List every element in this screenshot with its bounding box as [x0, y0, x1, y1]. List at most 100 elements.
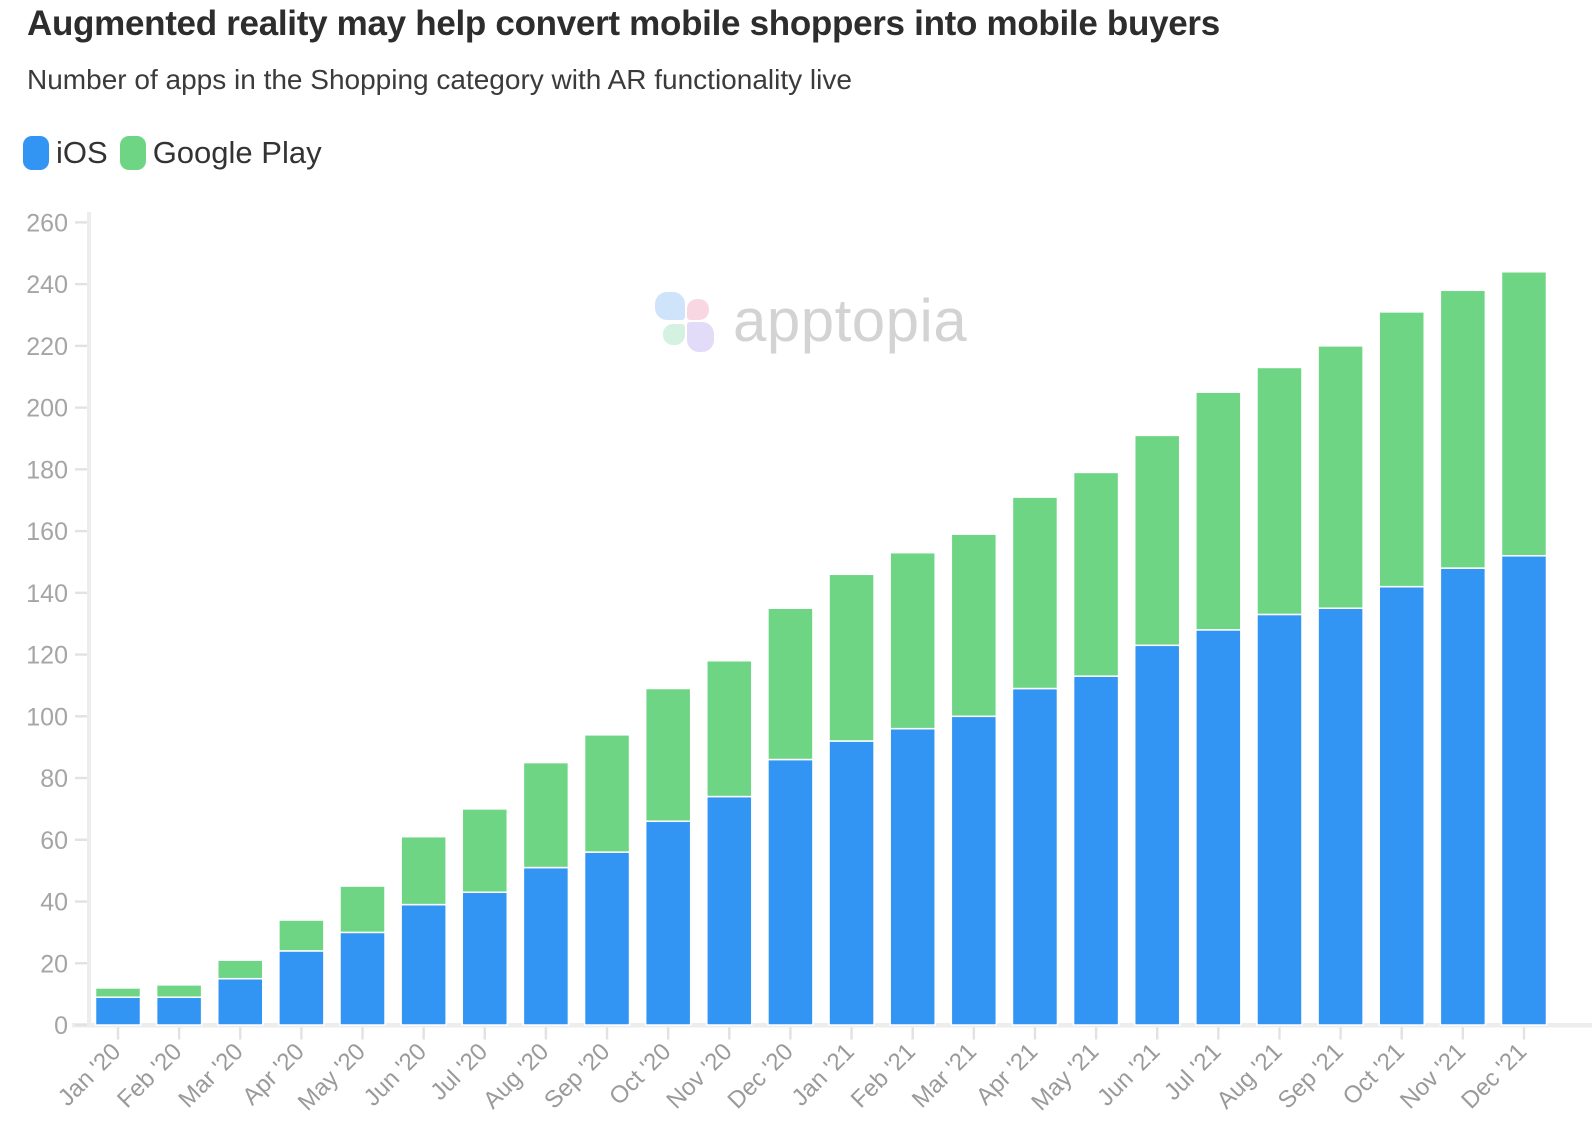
chart-title: Augmented reality may help convert mobil…: [27, 4, 1220, 43]
legend-swatch-google-play-icon: [119, 136, 146, 170]
bar-segment-google-play: [278, 919, 325, 952]
y-tick: [75, 715, 87, 718]
bar-segment-google-play: [400, 835, 447, 906]
bar-segment-google-play: [644, 687, 692, 823]
bar-segment-google-play: [583, 734, 631, 853]
x-tick: [850, 1027, 853, 1040]
x-tick: [361, 1027, 364, 1040]
legend-label-google-play: Google Play: [152, 135, 322, 170]
x-tick-label: Mar '20: [173, 1038, 248, 1113]
x-tick: [1400, 1027, 1403, 1040]
x-tick-label: Jan '21: [787, 1038, 860, 1111]
x-tick: [1217, 1027, 1220, 1040]
x-tick: [422, 1027, 425, 1040]
x-tick-label: Mar '21: [907, 1038, 982, 1113]
watermark: apptopia: [655, 288, 967, 354]
x-tick: [789, 1027, 792, 1040]
y-tick-label: 40: [40, 889, 68, 917]
bar-segment-google-play: [706, 659, 753, 798]
legend-item-ios[interactable]: iOS: [23, 136, 108, 170]
bar-segment-ios: [278, 950, 325, 1026]
x-tick: [177, 1027, 181, 1040]
x-tick-label: Dec '20: [723, 1038, 799, 1114]
bar-segment-ios: [767, 758, 814, 1026]
apptopia-logo-icon: [655, 288, 717, 354]
y-tick-label: 80: [40, 765, 68, 793]
y-tick-label: 240: [26, 271, 68, 299]
bar-segment-google-play: [767, 607, 814, 761]
logo-petal-bottom-right: [687, 322, 714, 352]
logo-petal-top-right: [687, 299, 709, 320]
y-tick-label: 100: [26, 703, 68, 731]
bar-segment-ios: [339, 931, 386, 1026]
y-tick-label: 20: [40, 950, 68, 978]
y-tick: [75, 221, 87, 224]
chart-subtitle: Number of apps in the Shopping category …: [27, 64, 852, 95]
x-tick-label: Jun '20: [359, 1038, 432, 1111]
x-tick: [1094, 1027, 1098, 1040]
y-tick-label: 60: [40, 827, 68, 855]
x-tick-label: Feb '20: [112, 1038, 187, 1113]
x-tick-label: May '20: [293, 1038, 371, 1116]
x-tick: [1156, 1027, 1159, 1040]
x-tick-label: Jun '21: [1092, 1038, 1165, 1111]
bar-segment-ios: [1195, 629, 1242, 1026]
bar-segment-google-play: [155, 984, 203, 998]
y-tick: [75, 344, 87, 348]
x-tick-label: Jan '20: [53, 1038, 126, 1111]
bar-segment-ios: [828, 740, 875, 1026]
bar-segment-ios: [644, 820, 692, 1026]
bar-segment-ios: [1439, 567, 1487, 1026]
bar-segment-google-play: [339, 885, 386, 934]
bar-segment-ios: [217, 977, 264, 1026]
x-tick-label: Dec '21: [1456, 1038, 1532, 1114]
legend-item-google-play[interactable]: Google Play: [119, 135, 322, 170]
x-tick: [1278, 1027, 1281, 1040]
bar-segment-google-play: [1439, 289, 1487, 569]
y-tick: [75, 406, 87, 409]
x-tick: [728, 1027, 731, 1040]
bar-segment-google-play: [1500, 271, 1548, 557]
bar-segment-ios: [950, 715, 998, 1026]
x-tick: [666, 1027, 670, 1040]
bar-segment-google-play: [889, 551, 936, 730]
y-tick: [75, 962, 87, 965]
bar-segment-ios: [1500, 555, 1548, 1026]
y-tick: [75, 282, 87, 286]
bar-segment-ios: [1133, 644, 1181, 1026]
bar-segment-google-play: [950, 533, 998, 718]
x-tick-label: Aug '21: [1212, 1038, 1288, 1114]
x-tick: [605, 1027, 609, 1040]
bar-segment-ios: [522, 866, 570, 1026]
bar-segment-ios: [583, 851, 631, 1026]
watermark-text: apptopia: [733, 287, 968, 354]
bar-segment-google-play: [217, 959, 264, 980]
logo-petal-top-left: [655, 292, 685, 320]
x-tick-label: May '21: [1026, 1038, 1104, 1116]
y-tick: [75, 1023, 87, 1027]
x-tick-label: Feb '21: [846, 1038, 921, 1113]
x-tick: [483, 1027, 486, 1040]
y-tick-label: 260: [26, 209, 68, 237]
logo-petal-bottom-left: [663, 324, 685, 345]
bar-segment-ios: [461, 891, 509, 1026]
bar-segment-ios: [1317, 607, 1364, 1026]
legend-swatch-ios-icon: [23, 136, 49, 170]
bar-segment-google-play: [94, 987, 142, 998]
x-tick-label: Nov '20: [661, 1038, 737, 1114]
y-tick-label: 180: [26, 456, 68, 484]
y-tick-label: 200: [26, 395, 68, 423]
legend: iOS Google Play: [23, 136, 334, 170]
x-tick: [1522, 1027, 1526, 1040]
bar-segment-ios: [1072, 675, 1120, 1026]
x-tick: [972, 1027, 976, 1040]
x-tick: [300, 1027, 303, 1040]
y-tick: [75, 653, 87, 656]
x-tick: [116, 1027, 120, 1040]
bar-segment-google-play: [461, 808, 509, 894]
x-tick: [239, 1027, 242, 1040]
y-tick-label: 120: [26, 642, 68, 670]
y-tick: [75, 468, 87, 471]
